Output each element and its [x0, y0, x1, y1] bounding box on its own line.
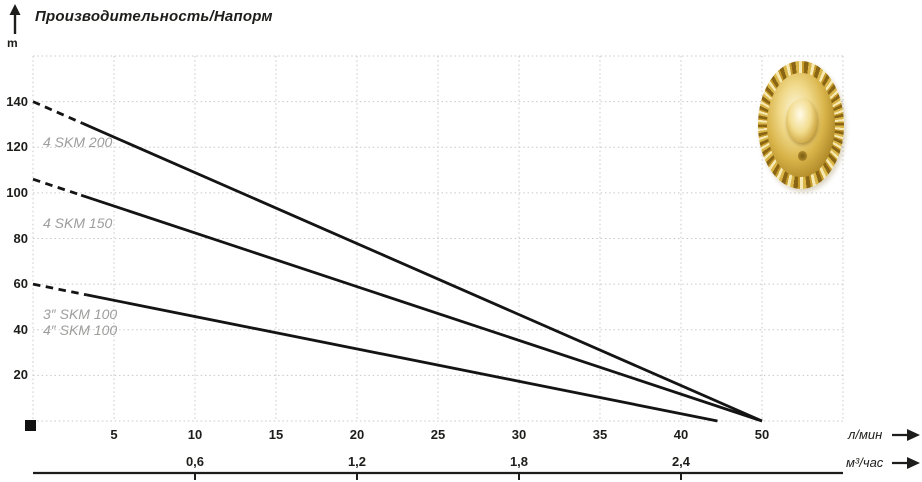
y-axis-tick-label: 100 [6, 184, 28, 200]
impeller-hole [797, 150, 807, 161]
x-axis-tick-label: 15 [268, 427, 284, 442]
pump-curve [86, 293, 718, 423]
pump-impeller-image [758, 61, 844, 189]
series-label-4skm100: 4″ SKM 100 [43, 322, 118, 338]
x-axis-tick-label: 5 [110, 427, 118, 442]
y-axis-tick-label: 40 [13, 321, 28, 337]
x-axis-secondary-tick-label: 1,8 [509, 454, 529, 469]
impeller-hub [786, 99, 818, 143]
pump-curve-dashed [32, 282, 88, 297]
y-axis-tick-label: 80 [13, 230, 28, 246]
x-axis-tick-label: 20 [349, 427, 365, 442]
pump-curve [80, 193, 763, 423]
chart-title: Производительность/Напорм [35, 8, 273, 25]
x-axis-tick-label: 35 [592, 427, 608, 442]
pump-curve-dashed [32, 100, 84, 125]
x-axis-unit-secondary: м³/час [846, 455, 884, 470]
x-axis-tick-label: 25 [430, 427, 446, 442]
series-label-3skm100: 3″ SKM 100 [43, 306, 118, 322]
x-axis-unit-primary: л/мин [848, 427, 883, 442]
x-axis-secondary-tick-label: 2,4 [671, 454, 691, 469]
x-axis-secondary-tick-label: 1,2 [347, 454, 367, 469]
x-axis-secondary-tick-label: 0,6 [185, 454, 205, 469]
pump-curve-dashed [32, 177, 82, 197]
x-axis-tick-label: 40 [673, 427, 689, 442]
series-label-4skm200: 4 SKM 200 [43, 134, 113, 150]
origin-marker [25, 420, 36, 431]
pump-curve [82, 122, 763, 423]
y-axis-tick-label: 60 [13, 276, 28, 292]
right-arrow-icon [892, 428, 920, 447]
x-axis-tick-label: 10 [187, 427, 203, 442]
series-label-4skm150: 4 SKM 150 [43, 215, 113, 231]
right-arrow-icon [892, 456, 920, 475]
y-axis-unit-label: m [7, 36, 18, 50]
x-axis-tick-label: 50 [754, 427, 770, 442]
y-axis-arrow-icon [8, 4, 24, 41]
x-axis-tick-label: 30 [511, 427, 527, 442]
y-axis-tick-label: 120 [6, 139, 28, 155]
y-axis-tick-label: 140 [6, 93, 28, 109]
y-axis-tick-label: 20 [13, 367, 28, 383]
